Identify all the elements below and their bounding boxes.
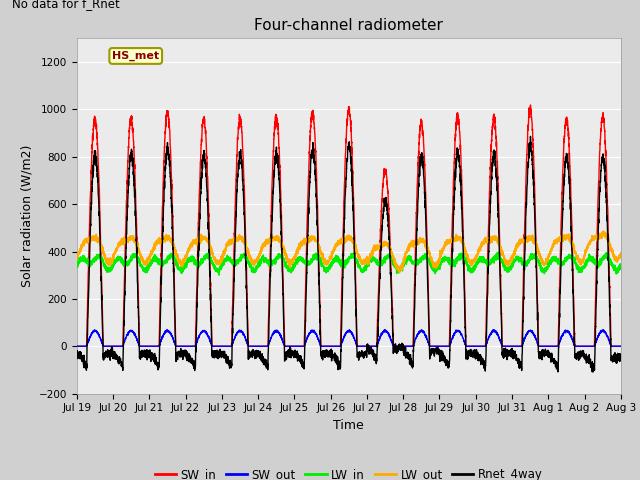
Legend: SW_in, SW_out, LW_in, LW_out, Rnet_4way: SW_in, SW_out, LW_in, LW_out, Rnet_4way — [150, 463, 548, 480]
Y-axis label: Solar radiation (W/m2): Solar radiation (W/m2) — [20, 145, 33, 287]
Title: Four-channel radiometer: Four-channel radiometer — [254, 18, 444, 33]
Text: No data for f_Rnet: No data for f_Rnet — [12, 0, 119, 10]
X-axis label: Time: Time — [333, 419, 364, 432]
Text: HS_met: HS_met — [112, 51, 159, 61]
